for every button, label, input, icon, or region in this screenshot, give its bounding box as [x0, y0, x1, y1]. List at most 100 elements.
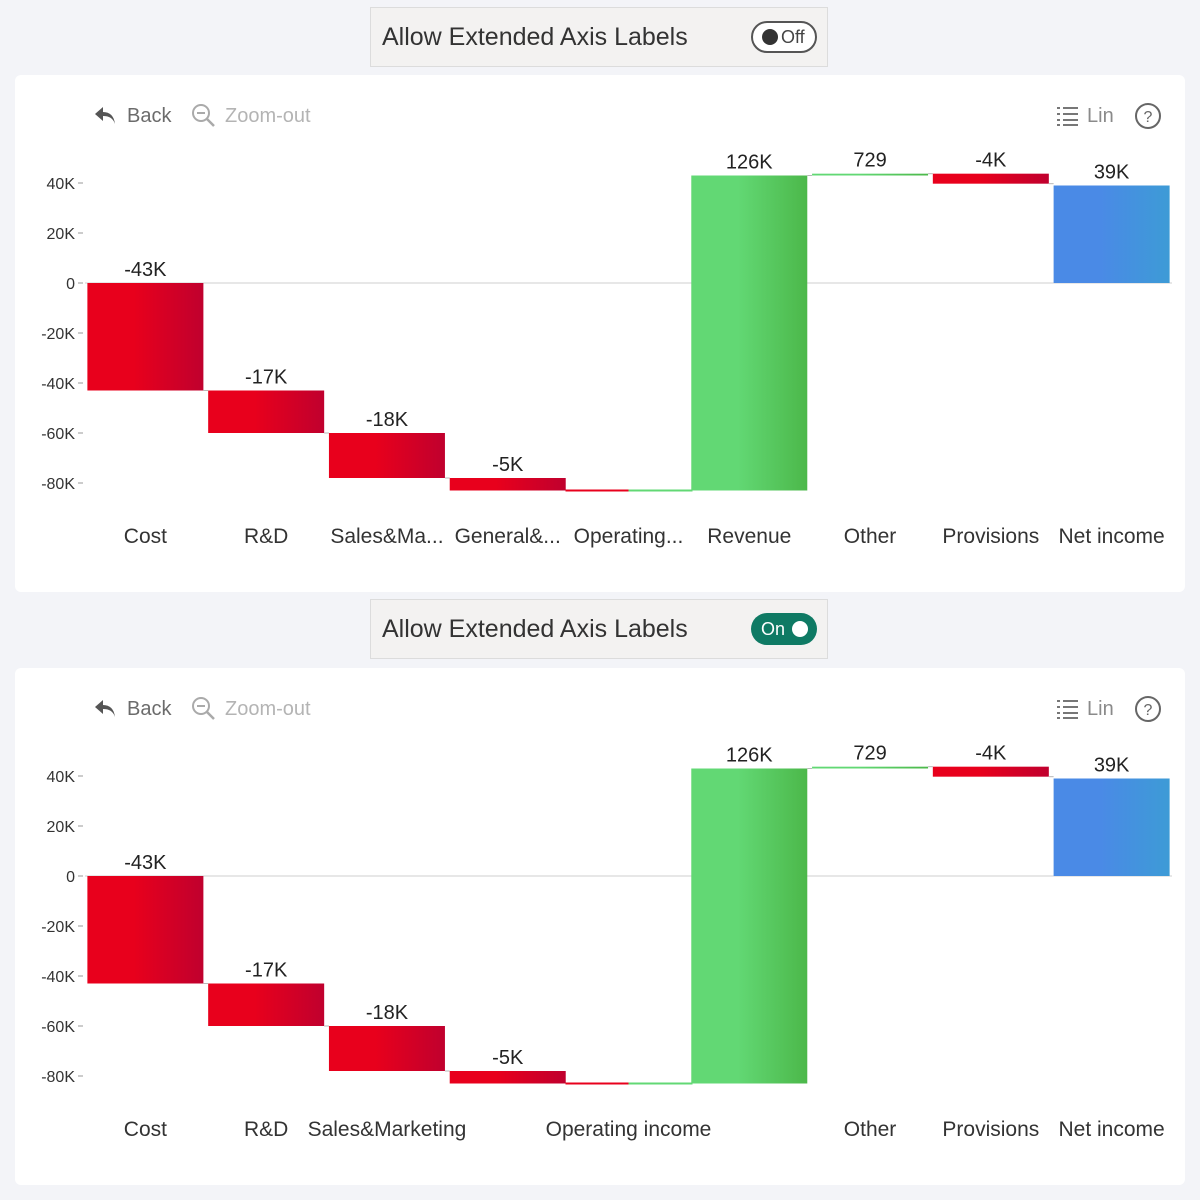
help-button[interactable]: ?	[1134, 103, 1170, 129]
bar[interactable]	[328, 1026, 445, 1071]
help-icon: ?	[1135, 696, 1161, 722]
bar[interactable]	[87, 283, 204, 391]
data-label: -17K	[245, 367, 288, 389]
data-label: -43K	[124, 259, 167, 281]
y-tick-label: -80K	[41, 476, 75, 493]
back-button[interactable]: Back	[93, 696, 171, 722]
back-arrow-icon	[95, 700, 115, 717]
scale-button[interactable]: Lin	[1057, 103, 1114, 129]
y-tick-label: -60K	[41, 426, 75, 443]
y-tick-label: -60K	[41, 1019, 75, 1036]
x-category-label: R&D	[244, 1118, 288, 1141]
bar[interactable]	[932, 173, 1049, 184]
x-category-label: Revenue	[707, 525, 791, 548]
data-label: -4K	[975, 743, 1007, 765]
zoom-out-label: Zoom-out	[225, 104, 311, 127]
x-category-label: Operating...	[574, 525, 684, 548]
zoom-out-label: Zoom-out	[225, 697, 311, 720]
x-category-label: Provisions	[942, 525, 1039, 548]
scale-label: Lin	[1087, 104, 1114, 127]
chart-card-1: Back Zoom-out Lin ? 40K 20K 0 -20K -40K -60K -…	[15, 75, 1185, 592]
data-label: 126K	[726, 745, 773, 767]
scale-label: Lin	[1087, 697, 1114, 720]
svg-text:?: ?	[1144, 109, 1153, 126]
waterfall-chart: 40K 20K 0 -20K -40K -60K -80K -43K -17K -18K -5K 12…	[41, 150, 1172, 548]
back-arrow-icon	[95, 107, 115, 124]
svg-text:?: ?	[1144, 702, 1153, 719]
y-tick-label: -20K	[41, 326, 75, 343]
zoom-out-button[interactable]: Zoom-out	[191, 103, 311, 129]
bar[interactable]	[1053, 185, 1170, 284]
scale-button[interactable]: Lin	[1057, 696, 1114, 722]
bar[interactable]	[208, 390, 325, 434]
bar[interactable]	[1053, 778, 1170, 877]
y-tick-label: -80K	[41, 1069, 75, 1086]
bar[interactable]	[87, 876, 204, 984]
toggle-label: Allow Extended Axis Labels	[382, 22, 688, 51]
switch-state-text: Off	[781, 27, 805, 47]
y-tick-label: -40K	[41, 376, 75, 393]
extended-labels-toggle-bar-1: Allow Extended Axis Labels Off	[370, 7, 828, 67]
x-category-label: Provisions	[942, 1118, 1039, 1141]
data-label: 39K	[1094, 755, 1130, 777]
y-tick-label: 20K	[47, 819, 76, 836]
x-category-label: Cost	[124, 525, 167, 548]
data-label: -18K	[366, 409, 409, 431]
extended-labels-switch[interactable]: Off	[751, 21, 817, 53]
zoom-out-icon	[192, 104, 215, 127]
x-category-label: Net income	[1059, 525, 1165, 548]
y-tick-label: -20K	[41, 919, 75, 936]
x-category-label: General&...	[455, 525, 561, 548]
switch-knob	[792, 621, 808, 637]
extended-labels-switch[interactable]: On	[751, 613, 817, 645]
x-category-label: Cost	[124, 1118, 167, 1141]
list-icon	[1057, 700, 1078, 719]
data-label: -4K	[975, 150, 1007, 172]
bar[interactable]	[812, 766, 929, 769]
help-button[interactable]: ?	[1134, 696, 1170, 722]
x-category-label: Net income	[1059, 1118, 1165, 1141]
data-label: 729	[853, 743, 886, 765]
list-icon	[1057, 107, 1078, 126]
bar[interactable]	[208, 983, 325, 1027]
x-category-label: Other	[844, 1118, 897, 1141]
bar[interactable]	[691, 768, 808, 1084]
y-tick-label: 40K	[47, 769, 76, 786]
data-label: -5K	[492, 1047, 524, 1069]
data-label: 729	[853, 150, 886, 172]
switch-knob	[762, 29, 778, 45]
zoom-out-button[interactable]: Zoom-out	[191, 696, 311, 722]
bar[interactable]	[449, 1071, 566, 1084]
switch-state-text: On	[761, 619, 786, 639]
back-button[interactable]: Back	[93, 103, 171, 129]
x-category-label: Sales&Ma...	[330, 525, 443, 548]
extended-labels-toggle-bar-2: Allow Extended Axis Labels On	[370, 599, 828, 659]
bar[interactable]	[812, 173, 929, 176]
y-tick-label: 40K	[47, 176, 76, 193]
y-tick-label: 20K	[47, 226, 76, 243]
data-label: -43K	[124, 852, 167, 874]
back-label: Back	[127, 104, 172, 127]
data-label: -17K	[245, 960, 288, 982]
x-category-label: R&D	[244, 525, 288, 548]
chart-card-2: Back Zoom-out Lin ? 40K 20K 0 -20K -40K -60K -…	[15, 668, 1185, 1185]
help-icon: ?	[1135, 103, 1161, 129]
x-category-label: Sales&Marketing	[308, 1118, 467, 1141]
data-label: -18K	[366, 1002, 409, 1024]
bar[interactable]	[449, 478, 566, 491]
back-label: Back	[127, 697, 172, 720]
zoom-out-icon	[192, 697, 215, 720]
y-tick-label: 0	[66, 276, 75, 293]
x-category-label: Other	[844, 525, 897, 548]
data-label: -5K	[492, 454, 524, 476]
waterfall-chart: 40K 20K 0 -20K -40K -60K -80K -43K -17K -18K -5K 12…	[41, 743, 1172, 1141]
y-tick-label: 0	[66, 869, 75, 886]
data-label: 126K	[726, 152, 773, 174]
y-tick-label: -40K	[41, 969, 75, 986]
x-category-label: Operating income	[546, 1118, 712, 1141]
bar[interactable]	[328, 433, 445, 478]
data-label: 39K	[1094, 162, 1130, 184]
bar[interactable]	[932, 766, 1049, 777]
toggle-label: Allow Extended Axis Labels	[382, 614, 688, 643]
bar[interactable]	[691, 175, 808, 491]
